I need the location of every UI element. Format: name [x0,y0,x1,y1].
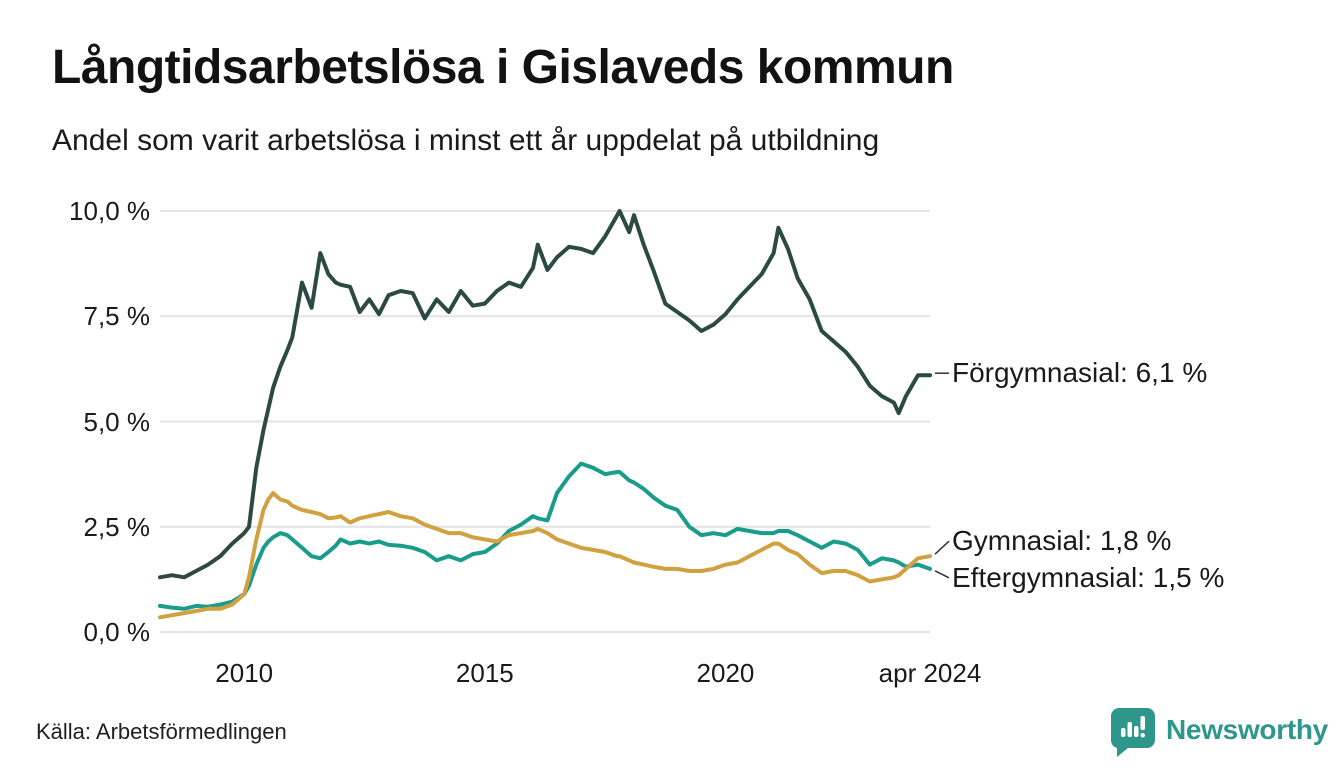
page-subtitle: Andel som varit arbetslösa i minst ett å… [52,124,880,157]
newsworthy-wordmark: Newsworthy [1166,714,1328,745]
page-title: Långtidsarbetslösa i Gislaveds kommun [52,41,954,94]
source-note: Källa: Arbetsförmedlingen [36,719,287,744]
series-line-förgymnasial [158,209,932,580]
label-connector-eftergymnasial [934,570,950,579]
label-connector-gymnasial [934,540,950,555]
series-line-gymnasial [158,491,932,620]
newsworthy-logo: Newsworthy [1110,707,1328,757]
newsworthy-speech-bubble-bar-chart-icon [1110,708,1155,757]
series-line-eftergymnasial [158,461,932,611]
